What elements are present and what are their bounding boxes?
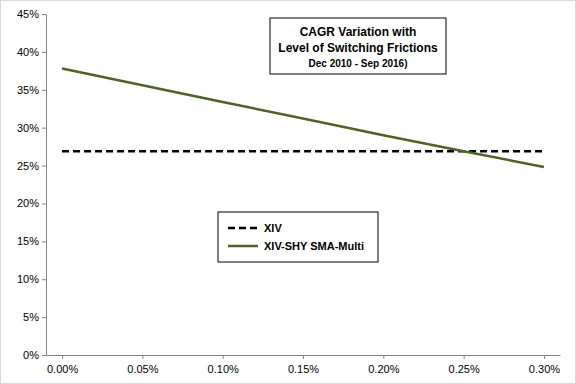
subtitle: Dec 2010 - Sep 2016) (309, 58, 408, 69)
y-tick: 35% (17, 84, 46, 96)
y-tick-mark (42, 90, 46, 91)
x-axis: 0.00% 0.05% 0.10% 0.15% 0.20% 0.25% 0.30% (47, 355, 561, 375)
x-tick-label: 0.20% (368, 363, 399, 375)
x-tick: 0.10% (208, 355, 239, 375)
y-tick-mark (42, 355, 46, 356)
y-tick-label: 30% (17, 122, 39, 134)
y-tick: 10% (17, 273, 46, 285)
legend-label: XIV (264, 222, 282, 234)
title: Level of Switching Frictions (278, 41, 438, 55)
x-tick-mark (383, 355, 384, 359)
legend: XIV XIV-SHY SMA-Multi (218, 212, 378, 262)
y-tick: 40% (17, 46, 46, 58)
x-tick-label: 0.00% (47, 363, 78, 375)
y-tick: 0% (23, 349, 46, 361)
x-tick: 0.00% (47, 355, 78, 375)
x-tick-label: 0.05% (127, 363, 158, 375)
y-tick-label: 15% (17, 235, 39, 247)
y-axis-line (46, 15, 47, 356)
y-tick-mark (42, 317, 46, 318)
y-tick: 45% (17, 8, 46, 20)
y-tick-mark (42, 241, 46, 242)
y-tick-mark (42, 14, 46, 15)
title-box: CAGR Variation with Level of Switching Fr… (270, 18, 446, 74)
y-tick-label: 25% (17, 160, 39, 172)
y-tick-label: 10% (17, 273, 39, 285)
plot: 0%5%10%15%20%25%30%35%40%45%0.00%0.05%0.… (17, 8, 561, 375)
legend-label: XIV-SHY SMA-Multi (264, 240, 364, 252)
y-tick: 20% (17, 197, 46, 209)
x-tick: 0.20% (368, 355, 399, 375)
chart: 0%5%10%15%20%25%30%35%40%45%0.00%0.05%0.… (0, 0, 576, 384)
series-line (62, 69, 544, 168)
y-tick-label: 5% (23, 311, 39, 323)
legend-swatch (228, 227, 258, 230)
y-tick-label: 35% (17, 84, 39, 96)
x-tick-label: 0.30% (529, 363, 560, 375)
x-tick: 0.25% (449, 355, 480, 375)
x-tick-mark (62, 355, 63, 359)
title: CAGR Variation with (300, 25, 417, 39)
title-frame (270, 18, 446, 74)
y-tick-mark (42, 279, 46, 280)
y-tick-mark (42, 128, 46, 129)
x-tick-label: 0.25% (449, 363, 480, 375)
y-tick-mark (42, 203, 46, 204)
x-tick-mark (223, 355, 224, 359)
legend-swatch (228, 245, 258, 248)
y-tick-label: 45% (17, 8, 39, 20)
y-tick-label: 20% (17, 197, 39, 209)
series-group (62, 69, 544, 168)
y-tick: 15% (17, 235, 46, 247)
x-tick-mark (544, 355, 545, 359)
chart-background (1, 1, 576, 384)
y-axis: 0% 5% 10% 15% 20% 25% 30% 35% 40% 45% (17, 8, 47, 361)
y-tick-label: 40% (17, 46, 39, 58)
y-tick: 5% (23, 311, 46, 323)
x-tick-mark (303, 355, 304, 359)
y-tick: 25% (17, 160, 46, 172)
x-tick-mark (142, 355, 143, 359)
legend-frame (218, 212, 378, 262)
y-tick-mark (42, 166, 46, 167)
y-tick-label: 0% (23, 349, 39, 361)
y-tick-mark (42, 52, 46, 53)
x-tick-label: 0.15% (288, 363, 319, 375)
x-tick-mark (464, 355, 465, 359)
x-tick: 0.15% (288, 355, 319, 375)
y-tick: 30% (17, 122, 46, 134)
x-tick: 0.05% (127, 355, 158, 375)
x-tick-label: 0.10% (208, 363, 239, 375)
x-tick: 0.30% (529, 355, 560, 375)
